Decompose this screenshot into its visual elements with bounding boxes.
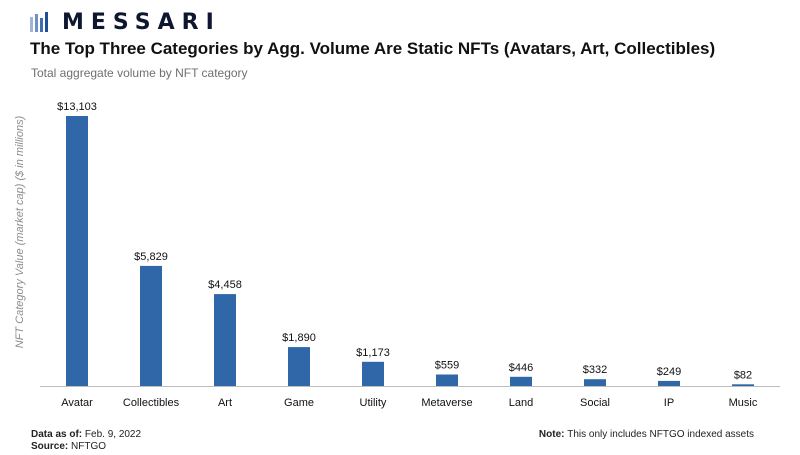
data-as-of-label: Data as of [31, 429, 79, 440]
brand-header: MESSARI [30, 9, 221, 35]
source-line: Source: NFTGO [31, 441, 107, 452]
x-tick-land: Land [509, 397, 533, 409]
bar-ip [658, 380, 680, 386]
messari-logo-icon [30, 12, 48, 32]
x-tick-ip: IP [664, 397, 674, 409]
x-tick-metaverse: Metaverse [421, 397, 472, 409]
x-tick-game: Game [284, 397, 314, 409]
x-tick-utility: Utility [360, 397, 387, 409]
data-label-art: $4,458 [208, 279, 242, 291]
x-tick-music: Music [729, 397, 758, 409]
data-label-music: $82 [734, 369, 752, 381]
data-label-metaverse: $559 [435, 360, 459, 372]
brand-name: MESSARI [62, 9, 221, 35]
data-label-collectibles: $5,829 [134, 251, 168, 263]
footer-note: Note: This only includes NFTGO indexed a… [538, 429, 754, 440]
footer-left: Data as of: Feb. 9, 2022 Source: NFTGO [31, 429, 141, 453]
x-tick-social: Social [580, 397, 610, 409]
bar-collectibles [140, 265, 162, 386]
data-label-ip: $249 [657, 366, 681, 378]
bar-land [510, 376, 532, 386]
bar-avatar [66, 116, 88, 386]
chart-subtitle: Total aggregate volume by NFT category [31, 66, 248, 80]
data-label-utility: $1,173 [356, 347, 390, 359]
bar-game [288, 347, 310, 386]
note-value: This only includes NFTGO indexed assets [567, 429, 754, 440]
bar-social [584, 379, 606, 386]
bar-art [214, 294, 236, 386]
x-tick-art: Art [218, 397, 232, 409]
data-label-game: $1,890 [282, 332, 316, 344]
bar-utility [362, 361, 384, 386]
y-axis-label: NFT Category Value (market cap) ($ in mi… [14, 115, 26, 348]
x-tick-collectibles: Collectibles [123, 397, 180, 409]
data-label-social: $332 [583, 364, 607, 376]
source-label: Source [31, 441, 65, 452]
x-tick-avatar: Avatar [61, 397, 93, 409]
bar-music [732, 384, 754, 386]
source-value: NFTGO [71, 441, 107, 452]
data-label-avatar: $13,103 [57, 101, 97, 113]
chart-title: The Top Three Categories by Agg. Volume … [30, 39, 716, 58]
data-as-of-line: Data as of: Feb. 9, 2022 [31, 429, 142, 440]
bar-metaverse [436, 374, 458, 386]
data-as-of-value: Feb. 9, 2022 [84, 429, 142, 440]
note-label: Note [538, 429, 562, 440]
data-label-land: $446 [509, 362, 533, 374]
chart-layer: NFT Category Value (market cap) ($ in mi… [14, 101, 780, 409]
